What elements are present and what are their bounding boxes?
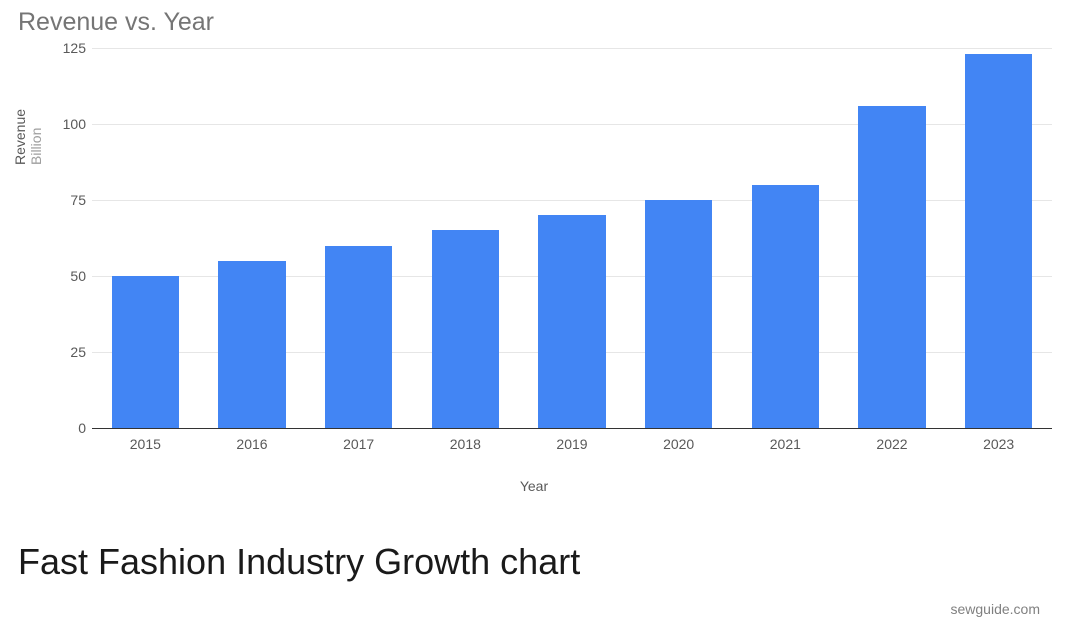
- bar: [752, 185, 819, 428]
- bar: [538, 215, 605, 428]
- x-tick-label: 2019: [556, 436, 587, 452]
- bar: [218, 261, 285, 428]
- bar: [432, 230, 499, 428]
- bar: [858, 106, 925, 428]
- x-tick-label: 2022: [876, 436, 907, 452]
- x-tick-label: 2018: [450, 436, 481, 452]
- y-tick-label: 75: [26, 192, 86, 208]
- x-tick-label: 2017: [343, 436, 374, 452]
- x-tick-label: 2020: [663, 436, 694, 452]
- y-axis-sublabel: Billion: [28, 128, 44, 165]
- bar: [112, 276, 179, 428]
- chart-plot-area: [92, 48, 1052, 428]
- attribution-text: sewguide.com: [951, 601, 1041, 617]
- x-axis-label: Year: [0, 478, 1068, 494]
- y-tick-label: 0: [26, 420, 86, 436]
- chart-caption: Fast Fashion Industry Growth chart: [18, 541, 580, 583]
- y-tick-label: 25: [26, 344, 86, 360]
- chart-title: Revenue vs. Year: [18, 8, 214, 37]
- bar: [325, 246, 392, 428]
- x-tick-label: 2023: [983, 436, 1014, 452]
- y-tick-label: 100: [26, 116, 86, 132]
- x-tick-label: 2015: [130, 436, 161, 452]
- y-tick-label: 125: [26, 40, 86, 56]
- y-tick-label: 50: [26, 268, 86, 284]
- x-axis-baseline: [92, 428, 1052, 429]
- x-tick-label: 2021: [770, 436, 801, 452]
- gridline: [92, 48, 1052, 49]
- bar: [965, 54, 1032, 428]
- bar: [645, 200, 712, 428]
- x-tick-label: 2016: [236, 436, 267, 452]
